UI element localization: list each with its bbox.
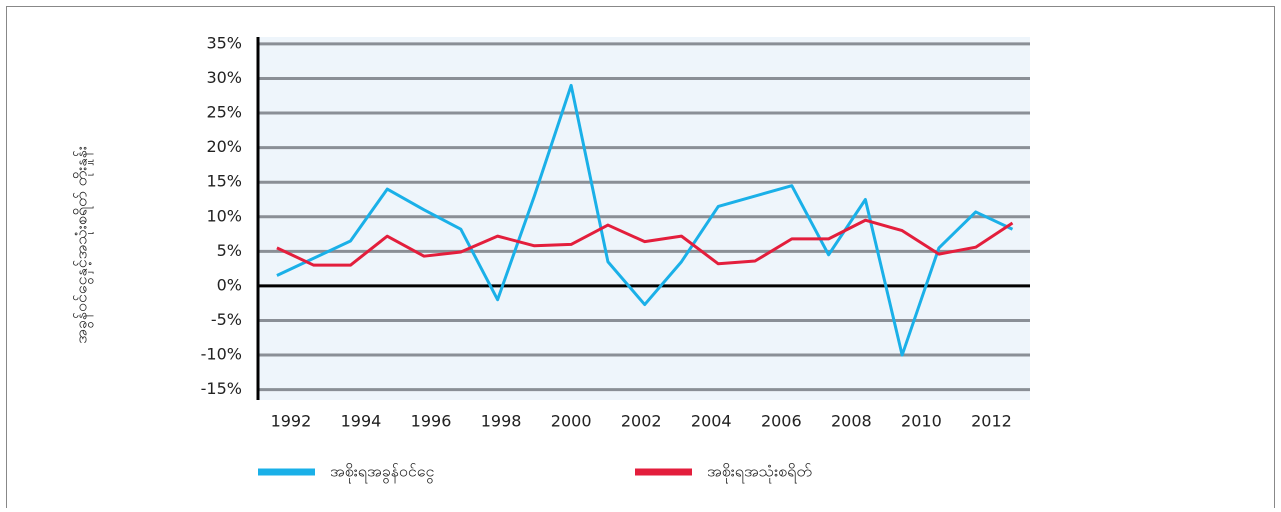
- y-tick-label: 25%: [206, 103, 242, 122]
- series-line: [276, 218, 1014, 267]
- x-tick-label: 2006: [761, 412, 802, 431]
- x-tick-label: 2008: [831, 412, 872, 431]
- frame: [6, 6, 1275, 512]
- legend-label: အစိုးရအသုံးစရိတ်: [707, 462, 812, 484]
- y-tick-label: 15%: [206, 172, 242, 191]
- series-line: [276, 83, 1014, 357]
- x-tick-label: 2012: [971, 412, 1012, 431]
- y-tick-label: 0%: [217, 275, 242, 294]
- x-tick-label: 1994: [341, 412, 382, 431]
- x-tick-label: 1996: [411, 412, 452, 431]
- legend-label: အစိုးရအခွန်ဝင်ငွေ: [330, 462, 434, 484]
- y-axis-label: အခွန်ဝင်ငွေနှင့်အသုံးစရိတ် တိုးနှုန်း: [72, 146, 94, 344]
- x-tick-label: 2002: [621, 412, 662, 431]
- x-tick-label: 1992: [271, 412, 312, 431]
- plot-area: [258, 37, 1030, 400]
- y-tick-label: 30%: [206, 68, 242, 87]
- y-tick-label: 10%: [206, 206, 242, 225]
- x-tick-label: 2004: [691, 412, 732, 431]
- x-tick-label: 1998: [481, 412, 522, 431]
- y-tick-label: 20%: [206, 137, 242, 156]
- y-tick-label: -15%: [201, 379, 242, 398]
- y-tick-label: -5%: [211, 310, 242, 329]
- y-tick-label: 35%: [206, 33, 242, 52]
- x-tick-label: 2010: [901, 412, 942, 431]
- x-tick-label: 2000: [551, 412, 592, 431]
- y-tick-label: 5%: [217, 241, 242, 260]
- y-tick-label: -10%: [201, 345, 242, 364]
